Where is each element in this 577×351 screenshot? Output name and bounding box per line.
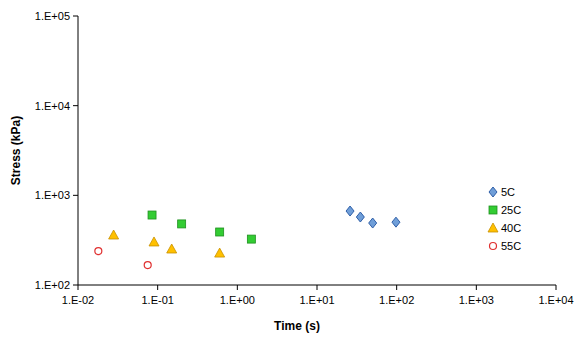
point [215,248,225,257]
y-axis [78,16,79,285]
legend-label: 5C [501,186,515,198]
x-tick-label: 1.E+02 [379,294,414,306]
points [95,206,400,268]
y-tick [73,195,78,196]
point [369,218,377,228]
legend-label: 25C [501,204,521,216]
legend: 5C 25C 40C 55C [488,186,521,252]
point [178,220,186,228]
point [144,262,151,269]
y-tick-label: 1.E+04 [35,100,70,112]
x-tick [556,285,557,290]
y-tick-label: 1.E+02 [35,279,70,291]
point [149,237,159,246]
point [95,248,102,255]
point [346,206,354,216]
legend-marker [490,243,497,250]
y-tick [73,285,78,286]
point [148,211,156,219]
x-tick [78,285,79,290]
point [167,244,177,253]
chart: 1.E-02 1.E-01 1.E+00 1.E+01 1.E+02 1.E+03 1.E+… [0,0,577,351]
x-axis-label: Time (s) [274,319,320,333]
legend-marker [489,206,497,214]
y-tick-label: 1.E+03 [35,189,70,201]
x-tick-label: 1.E+00 [220,294,255,306]
y-tick [73,105,78,106]
x-tick-label: 1.E-02 [62,294,94,306]
x-tick-label: 1.E+01 [299,294,334,306]
point [356,212,364,222]
x-tick [237,285,238,290]
legend-label: 55C [501,240,521,252]
x-tick [317,285,318,290]
x-tick [157,285,158,290]
x-tick-label: 1.E-01 [141,294,173,306]
y-tick [73,16,78,17]
legend-marker [488,223,498,232]
point [247,235,255,243]
x-tick [396,285,397,290]
point [216,228,224,236]
y-axis-label: Stress (kPa) [9,116,23,185]
point [109,230,119,239]
y-tick-label: 1.E+05 [35,10,70,22]
x-tick-label: 1.E+03 [459,294,494,306]
legend-marker [489,187,497,197]
point [392,217,400,227]
legend-label: 40C [501,222,521,234]
x-tick-label: 1.E+04 [538,294,573,306]
x-tick [476,285,477,290]
